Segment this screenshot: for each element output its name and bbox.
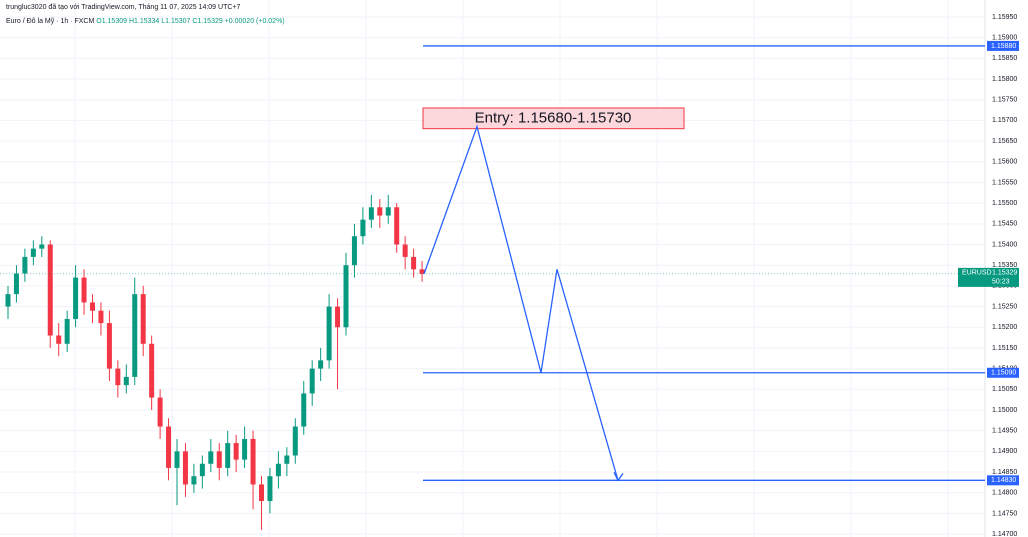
candle-body (394, 207, 400, 245)
candle-body (39, 244, 45, 249)
candle-body (106, 323, 112, 369)
candle-body (208, 451, 214, 464)
y-tick-label: 1.15600 (992, 159, 1017, 166)
y-tick-label: 1.14850 (992, 469, 1017, 476)
y-tick-label: 1.15200 (992, 324, 1017, 331)
arrow-head (613, 472, 624, 482)
projection-path (423, 124, 619, 481)
price-tag-symbol: EURUSD (962, 270, 992, 277)
level-tag-label: 1.15090 (991, 370, 1016, 377)
candle-body (149, 343, 155, 398)
candle-body (275, 463, 281, 477)
candle-body (292, 426, 298, 456)
candle-body (22, 256, 28, 274)
candle-body (326, 306, 332, 361)
candle-body (132, 294, 138, 377)
y-tick-label: 1.15650 (992, 138, 1017, 145)
candle-body (182, 451, 188, 485)
y-tick-label: 1.15800 (992, 76, 1017, 83)
y-tick-label: 1.15250 (992, 303, 1017, 310)
candle-body (301, 393, 307, 427)
candle-body (47, 244, 53, 336)
level-tag (987, 40, 1019, 51)
entry-zone (422, 107, 685, 130)
y-tick-label: 1.15500 (992, 200, 1017, 207)
symbol-line: Euro / Đô la Mỹ · 1h · FXCM (6, 18, 95, 25)
y-tick-label: 1.15000 (992, 407, 1017, 414)
candle-body (242, 438, 248, 460)
level-tag (987, 367, 1019, 378)
candle-body (73, 277, 79, 319)
legend: Euro / Đô la Mỹ · 1h · FXCM O1.15309 H1.… (6, 18, 285, 25)
candle-body (123, 376, 129, 386)
y-tick-label: 1.15850 (992, 55, 1017, 62)
candle-body (13, 273, 19, 295)
candle-body (250, 438, 256, 485)
candle-body (30, 248, 36, 257)
candle-body (64, 318, 70, 344)
candle-body (368, 207, 374, 220)
candle-body (191, 476, 197, 485)
y-tick-label: 1.14950 (992, 428, 1017, 435)
candle-body (140, 294, 146, 344)
candle-body (267, 476, 273, 502)
candle-body (318, 360, 324, 369)
level-tag-label: 1.14830 (991, 477, 1016, 484)
y-tick-label: 1.14700 (992, 531, 1017, 537)
y-tick-label: 1.15350 (992, 262, 1017, 269)
candle-body (90, 302, 95, 311)
y-tick-label: 1.14800 (992, 490, 1017, 497)
y-tick-label: 1.15050 (992, 386, 1017, 393)
candle-body (115, 368, 121, 386)
candle-body (343, 265, 349, 328)
candle-body (419, 269, 425, 274)
candle-body (309, 368, 315, 394)
y-tick-label: 1.15400 (992, 241, 1017, 248)
candle-body (5, 294, 11, 307)
candle-body (259, 484, 264, 502)
candle-body (385, 207, 391, 216)
y-tick-label: 1.15700 (992, 117, 1017, 124)
candle-body (157, 397, 163, 427)
candle-body (411, 256, 417, 270)
candle-body (233, 443, 239, 460)
candle-body (56, 335, 62, 344)
level-tag-label: 1.15880 (991, 43, 1016, 50)
candle-body (335, 306, 341, 328)
y-tick-label: 1.14750 (992, 510, 1017, 517)
y-tick-label: 1.15750 (992, 97, 1017, 104)
candle-body (166, 426, 172, 468)
y-tick-label: 1.15950 (992, 14, 1017, 21)
price-tag (958, 267, 1019, 287)
candle-body (284, 455, 290, 464)
candle-body (402, 244, 408, 257)
candle-body (216, 451, 222, 468)
y-tick-label: 1.15550 (992, 179, 1017, 186)
candle-body (225, 443, 231, 468)
y-tick-label: 1.14900 (992, 448, 1017, 455)
y-tick-label: 1.15150 (992, 345, 1017, 352)
candle-body (360, 219, 366, 237)
candle-body (199, 463, 205, 477)
price-tag-countdown: 50:23 (992, 279, 1010, 286)
level-tag (987, 475, 1019, 486)
entry-label: Entry: 1.15680-1.15730 (475, 109, 632, 126)
candle-body (98, 310, 104, 324)
candle-body (377, 207, 383, 216)
attribution: trungluc3020 đã tạo với TradingView.com,… (6, 4, 241, 11)
price-tag-value: 1.15329 (992, 270, 1017, 277)
y-tick-label: 1.15450 (992, 221, 1017, 228)
candle-body (351, 236, 357, 266)
candle-body (81, 277, 87, 303)
candle-body (174, 451, 180, 468)
y-tick-label: 1.15900 (992, 34, 1017, 41)
ohlc-line: O1.15309 H1.15334 L1.15307 C1.15329 +0.0… (96, 18, 285, 25)
